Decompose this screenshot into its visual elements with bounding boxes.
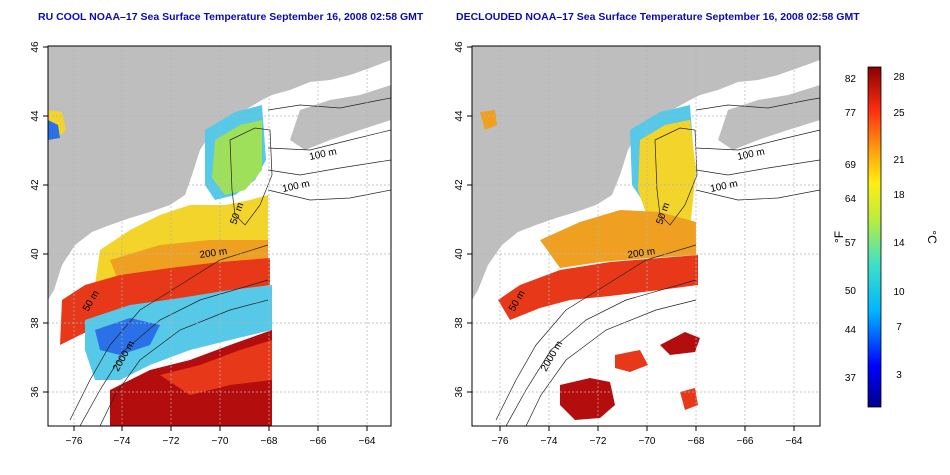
y-tick-label: 40 — [30, 248, 41, 260]
colorbar-gradient — [867, 66, 882, 408]
y-tick-label: 40 — [454, 248, 465, 260]
celsius-tick: 28 — [893, 72, 905, 83]
contour-label: 200 m — [627, 246, 656, 261]
right-map-title: DECLOUDED NOAA–17 Sea Surface Temperatur… — [456, 11, 860, 23]
x-tick-label: −72 — [163, 436, 180, 447]
x-tick-label: −70 — [212, 436, 229, 447]
x-tick-label: −64 — [359, 436, 376, 447]
x-tick-label: −72 — [590, 436, 607, 447]
fahrenheit-tick: 77 — [845, 108, 857, 119]
fahrenheit-tick: 64 — [845, 194, 857, 205]
x-tick-label: −68 — [688, 436, 705, 447]
fahrenheit-tick: 50 — [845, 286, 857, 297]
left-grid — [48, 46, 391, 426]
celsius-tick: 25 — [893, 108, 905, 119]
celsius-tick: 14 — [893, 238, 905, 249]
y-tick-label: 38 — [454, 317, 465, 329]
sst-hot-patch — [560, 378, 615, 420]
y-tick-label: 44 — [454, 110, 465, 122]
y-tick-label: 42 — [454, 179, 465, 191]
celsius-tick: 21 — [893, 155, 905, 166]
celsius-tick: 3 — [896, 370, 902, 381]
celsius-tick: 7 — [896, 322, 902, 333]
x-tick-label: −74 — [541, 436, 558, 447]
x-tick-label: −66 — [310, 436, 327, 447]
fahrenheit-unit-label: °F — [832, 231, 846, 243]
x-tick-label: −68 — [261, 436, 278, 447]
y-tick-label: 46 — [454, 41, 465, 53]
y-tick-label: 36 — [30, 386, 41, 398]
left-map-title: RU COOL NOAA–17 Sea Surface Temperature … — [38, 11, 424, 23]
fahrenheit-tick: 57 — [845, 238, 857, 249]
celsius-tick: 10 — [893, 287, 905, 298]
y-tick-label: 46 — [30, 41, 41, 53]
contour-label: 200 m — [199, 246, 228, 261]
y-tick-label: 36 — [454, 386, 465, 398]
fahrenheit-tick: 69 — [845, 160, 857, 171]
right-map-panel: 100 m 100 m 50 m 200 m 50 m 2000 m −76 −… — [454, 41, 821, 447]
fahrenheit-tick: 44 — [845, 325, 857, 336]
left-map-imagery — [48, 46, 391, 426]
x-tick-label: −74 — [114, 436, 131, 447]
right-map-frame — [471, 45, 821, 427]
land-mass — [472, 46, 820, 300]
x-tick-label: −76 — [492, 436, 509, 447]
x-tick-label: −64 — [786, 436, 803, 447]
fahrenheit-tick: 37 — [845, 373, 857, 384]
x-tick-label: −70 — [639, 436, 656, 447]
sst-cool-south — [85, 285, 272, 380]
celsius-unit-label: °C — [925, 230, 939, 244]
temperature-colorbar: 82 77 69 64 57 50 44 37 28 25 21 18 14 1… — [832, 66, 939, 408]
celsius-tick: 18 — [893, 190, 905, 201]
fahrenheit-tick: 82 — [845, 74, 857, 85]
land-mass — [48, 46, 391, 300]
x-tick-label: −76 — [66, 436, 83, 447]
right-map-imagery — [472, 46, 820, 426]
right-contours — [495, 97, 820, 426]
y-tick-label: 38 — [30, 317, 41, 329]
y-tick-label: 44 — [30, 110, 41, 122]
left-map-panel: 100 m 100 m 50 m 200 m 50 m 2000 m −76 −… — [30, 41, 392, 447]
y-tick-label: 42 — [30, 179, 41, 191]
right-grid — [472, 46, 820, 426]
x-tick-label: −66 — [737, 436, 754, 447]
